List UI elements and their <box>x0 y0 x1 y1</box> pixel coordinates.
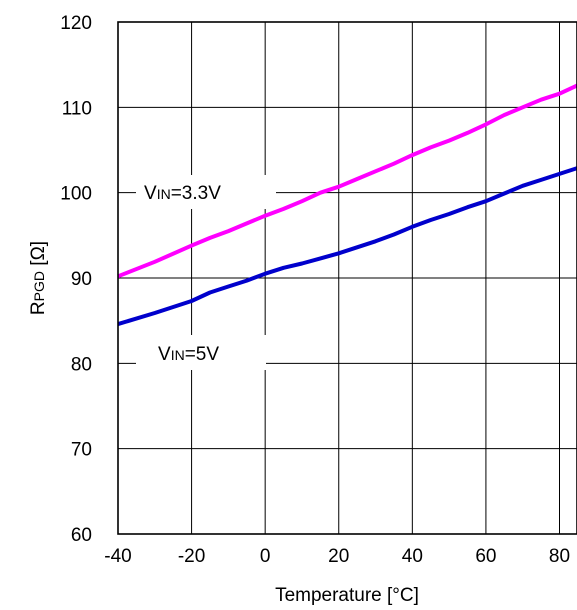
y-tick-labels: 60 70 80 90 100 110 120 <box>60 13 92 546</box>
grid <box>118 22 577 534</box>
annotation-vin-5v: VIN=5V <box>158 344 219 365</box>
x-axis-label: Temperature [°C] <box>275 585 419 606</box>
annotation-vin-3v3-sub: IN <box>157 186 171 202</box>
y-axis-label-unit: [Ω] <box>28 241 49 271</box>
y-tick-label-3: 90 <box>71 269 92 290</box>
annotation-box-3v3 <box>136 175 276 209</box>
x-tick-label-3: 20 <box>328 546 349 567</box>
y-tick-label-5: 110 <box>62 98 92 119</box>
y-axis-label: RPGD [Ω] <box>28 241 49 315</box>
annotation-vin-3v3-rest: =3.3V <box>171 183 222 204</box>
x-tick-label-1: -20 <box>178 546 205 567</box>
annotation-vin-5v-main: V <box>158 344 171 365</box>
annotation-vin-5v-rest: =5V <box>185 344 220 365</box>
annotation-vin-5v-sub: IN <box>171 347 185 363</box>
series-line-0 <box>117 83 577 279</box>
y-tick-label-2: 80 <box>71 354 92 375</box>
x-tick-label-0: -40 <box>104 546 131 567</box>
y-axis-label-main: R <box>28 301 49 315</box>
series-layer <box>117 83 577 327</box>
y-tick-label-0: 60 <box>71 525 92 546</box>
y-axis-label-sub: PGD <box>31 271 47 301</box>
x-tick-label-4: 40 <box>402 546 423 567</box>
y-tick-label-4: 100 <box>60 184 92 205</box>
x-tick-labels: -40 -20 0 20 40 60 80 <box>104 546 570 567</box>
annotation-vin-3v3: VIN=3.3V <box>144 183 221 204</box>
x-tick-label-5: 60 <box>475 546 496 567</box>
x-tick-label-6: 80 <box>549 546 570 567</box>
x-tick-label-2: 0 <box>260 546 271 567</box>
plot-frame <box>117 21 577 535</box>
y-tick-label-6: 120 <box>60 13 92 34</box>
annotation-box-5v <box>136 335 266 370</box>
y-tick-label-1: 70 <box>71 440 92 461</box>
series-line-1 <box>117 166 577 327</box>
annotation-vin-3v3-main: V <box>144 183 157 204</box>
